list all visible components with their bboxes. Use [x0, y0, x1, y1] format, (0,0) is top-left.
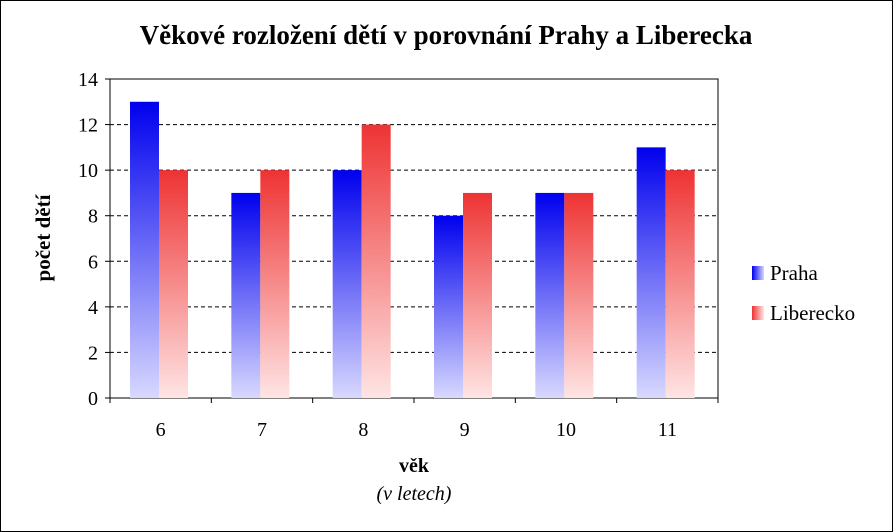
legend-label-praha: Praha [770, 261, 818, 285]
legend-swatch-liberecko [752, 306, 764, 320]
bar-praha-8 [332, 170, 362, 398]
legend-swatch-praha [752, 266, 764, 280]
x-tick-label: 11 [658, 419, 677, 441]
legend-label-liberecko: Liberecko [770, 301, 855, 325]
plot-border [109, 78, 719, 399]
y-tick-label: 4 [88, 297, 98, 319]
plot-area: 0 2 4 6 8 10 12 14 6 7 8 9 10 11 [78, 69, 719, 441]
y-tick-label: 6 [88, 251, 98, 273]
bar-liberecko-11 [665, 170, 695, 398]
y-tick-label: 2 [88, 342, 98, 364]
y-tick-label: 12 [78, 115, 98, 137]
bar-praha-6 [130, 101, 159, 399]
bar-praha-10 [535, 192, 565, 398]
y-tick-label: 14 [78, 69, 98, 91]
y-tick-label: 8 [88, 206, 98, 228]
bar-praha-11 [636, 147, 666, 398]
x-tick-label: 6 [156, 419, 166, 441]
x-axis-label: věk [399, 455, 430, 477]
bar-liberecko-7 [260, 170, 290, 398]
x-tick-label: 9 [460, 419, 470, 441]
bar-liberecko-6 [159, 170, 188, 398]
x-axis-sublabel: (v letech) [377, 483, 452, 505]
bar-praha-9 [434, 215, 463, 398]
y-tick-label: 10 [78, 160, 98, 182]
bar-praha-7 [231, 192, 261, 398]
x-tick-label: 8 [358, 419, 368, 441]
y-tick-label: 0 [88, 388, 98, 410]
y-axis-label: počet dětí [31, 193, 55, 281]
bar-liberecko-9 [463, 192, 492, 398]
bar-liberecko-8 [361, 124, 391, 399]
chart-title: Věkové rozložení dětí v porovnání Prahy … [140, 20, 753, 50]
legend: Praha Liberecko [752, 261, 855, 325]
x-tick-label: 10 [556, 419, 576, 441]
bar-liberecko-10 [564, 192, 594, 398]
x-tick-label: 7 [257, 419, 267, 441]
